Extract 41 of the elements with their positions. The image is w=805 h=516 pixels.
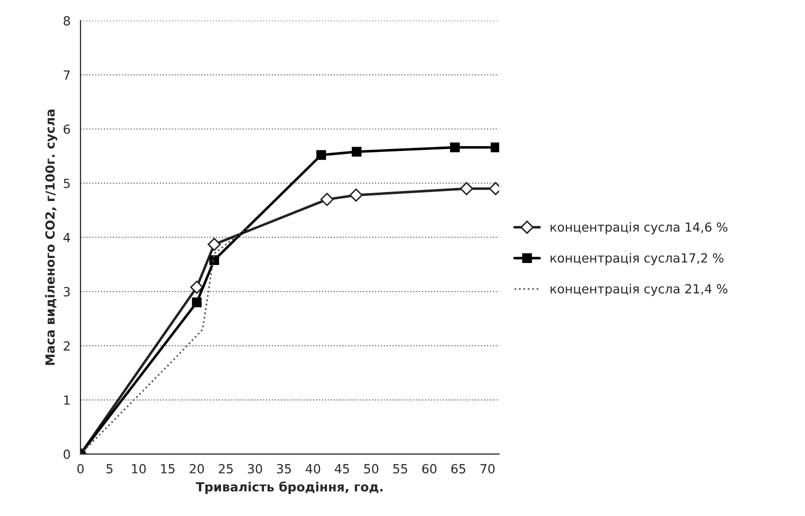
y-tick-label: 6	[64, 124, 70, 134]
x-tick-label: 40	[306, 464, 320, 474]
y-tick-label: 4	[63, 232, 70, 242]
x-tick-label: 15	[161, 464, 175, 474]
x-tick-label: 35	[276, 464, 291, 474]
x-tick-label: 55	[393, 464, 408, 474]
x-tick-label: 20	[190, 464, 204, 474]
x-tick-label: 45	[334, 464, 349, 474]
point	[208, 238, 221, 251]
x-tick-label: 60	[422, 464, 436, 474]
point	[192, 298, 202, 308]
legend-label: концентрація сусла17,2 %	[550, 252, 724, 266]
x-tick-label: 30	[248, 464, 262, 474]
y-tick-label: 3	[64, 287, 70, 296]
point	[349, 188, 363, 202]
x-tick-label: 65	[451, 464, 466, 474]
y-tick-label: 0	[64, 450, 70, 460]
x-tick-label: 70	[480, 464, 495, 474]
point	[450, 142, 460, 152]
point	[490, 142, 500, 152]
x-axis-title: Тривалість бродіння, год.	[196, 481, 382, 494]
x-tick-label: 0	[77, 464, 84, 474]
y-tick-label: 7	[64, 70, 70, 80]
x-tick-label: 50	[364, 464, 378, 474]
point	[316, 150, 326, 160]
y-tick-label: 5	[64, 178, 70, 188]
point	[352, 146, 362, 157]
x-tick-label: 10	[132, 464, 146, 474]
line-series	[80, 226, 250, 454]
y-axis-title: Маса виділеного CO2, г/100г. сусла	[45, 110, 58, 365]
y-tick-label: 2	[64, 341, 70, 350]
point	[460, 182, 474, 196]
y-tick-label: 1	[64, 396, 70, 405]
y-tick-label: 8	[64, 16, 70, 26]
point	[320, 192, 334, 206]
point	[190, 280, 204, 294]
legend-label: концентрація сусла 21,4 %	[550, 284, 728, 296]
point	[209, 255, 220, 265]
x-tick-label: 5	[106, 464, 112, 474]
legend-label: концентрація сусла 14,6 %	[550, 222, 728, 234]
x-tick-label: 25	[218, 464, 233, 474]
